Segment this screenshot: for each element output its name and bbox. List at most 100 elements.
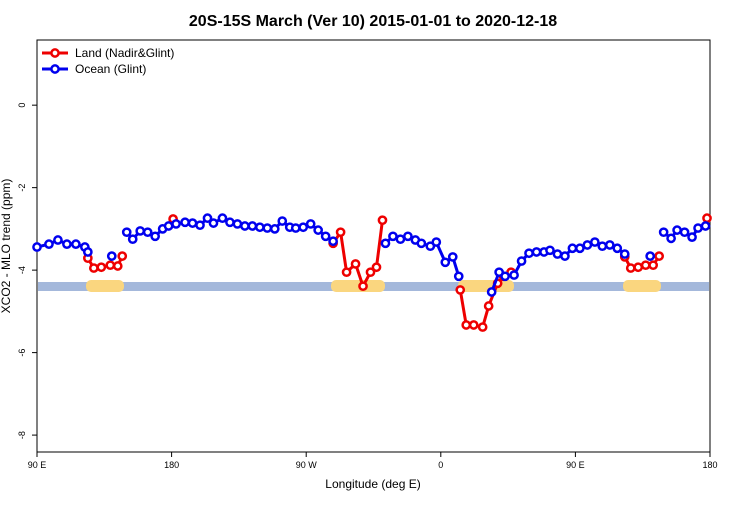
point xyxy=(135,226,146,236)
chart-title: 20S-15S March (Ver 10) 2015-01-01 to 202… xyxy=(189,13,557,30)
point xyxy=(350,259,361,269)
point xyxy=(217,213,228,224)
point xyxy=(232,219,243,229)
point xyxy=(453,271,464,282)
point xyxy=(202,213,213,224)
point xyxy=(560,251,570,261)
point xyxy=(305,219,316,229)
legend-marker xyxy=(50,48,60,58)
point xyxy=(163,221,174,231)
surface-strip xyxy=(38,280,709,292)
point xyxy=(195,220,205,231)
point xyxy=(658,227,669,238)
point xyxy=(612,243,623,254)
point xyxy=(531,247,542,257)
point xyxy=(171,219,181,229)
point xyxy=(700,221,711,231)
land-strip xyxy=(458,280,514,292)
point xyxy=(106,251,117,261)
point xyxy=(142,227,153,238)
y-axis-label: XCO2 - MLO trend (ppm) xyxy=(0,179,13,314)
point xyxy=(582,240,593,250)
point xyxy=(431,237,442,247)
x-tick-label: 180 xyxy=(164,460,179,470)
point xyxy=(702,213,712,224)
point xyxy=(377,215,388,226)
point xyxy=(32,242,42,252)
land-strip xyxy=(623,280,661,292)
point xyxy=(290,223,301,233)
point xyxy=(88,263,99,273)
point xyxy=(277,216,288,226)
point xyxy=(44,239,54,249)
y-tick-label: -8 xyxy=(17,431,27,439)
point xyxy=(687,232,697,242)
legend-marker xyxy=(50,64,60,74)
point xyxy=(341,267,352,278)
x-tick-label: 90 W xyxy=(296,460,318,470)
point xyxy=(516,256,527,266)
legend-label: Ocean (Glint) xyxy=(75,62,146,76)
point xyxy=(313,225,324,235)
point xyxy=(679,227,690,238)
point xyxy=(187,218,198,228)
point xyxy=(545,245,555,256)
point xyxy=(486,287,497,297)
point xyxy=(262,223,273,233)
point xyxy=(403,231,413,242)
x-axis-label: Longitude (deg E) xyxy=(325,477,420,491)
point xyxy=(509,270,519,280)
point xyxy=(483,301,494,311)
point xyxy=(62,239,72,249)
point xyxy=(597,241,608,252)
point xyxy=(380,238,391,249)
point xyxy=(117,251,128,261)
point xyxy=(180,217,190,228)
point xyxy=(416,238,427,249)
point xyxy=(468,320,479,330)
point xyxy=(477,322,488,332)
point xyxy=(440,257,451,268)
point xyxy=(604,240,615,250)
y-tick-label: -2 xyxy=(17,184,27,192)
point xyxy=(254,222,265,233)
point xyxy=(320,231,331,242)
point xyxy=(648,260,659,271)
point xyxy=(447,252,458,262)
point xyxy=(269,224,280,234)
point xyxy=(328,236,338,247)
legend-label: Land (Nadir&Glint) xyxy=(75,46,174,60)
point xyxy=(625,263,636,273)
x-tick-label: 0 xyxy=(438,460,443,470)
point xyxy=(552,249,563,259)
point xyxy=(225,217,235,228)
point xyxy=(365,267,376,278)
point xyxy=(96,262,107,273)
point xyxy=(208,218,219,228)
point xyxy=(298,222,309,233)
point xyxy=(654,251,665,261)
point xyxy=(693,223,703,233)
point xyxy=(575,243,585,254)
point xyxy=(150,231,160,242)
point xyxy=(461,320,472,330)
point xyxy=(112,261,123,271)
point xyxy=(388,231,398,242)
point xyxy=(358,281,368,292)
point xyxy=(127,234,138,245)
point xyxy=(640,260,651,271)
point xyxy=(240,221,250,231)
point xyxy=(645,251,656,261)
point xyxy=(567,243,578,254)
y-tick-label: -6 xyxy=(17,349,27,357)
point xyxy=(524,248,534,259)
x-tick-label: 180 xyxy=(702,460,717,470)
point xyxy=(633,262,644,273)
point xyxy=(500,271,510,282)
point xyxy=(335,227,346,238)
y-tick-label: 0 xyxy=(17,103,27,108)
point xyxy=(666,233,676,244)
point xyxy=(82,247,93,257)
x-tick-label: 90 E xyxy=(28,460,47,470)
